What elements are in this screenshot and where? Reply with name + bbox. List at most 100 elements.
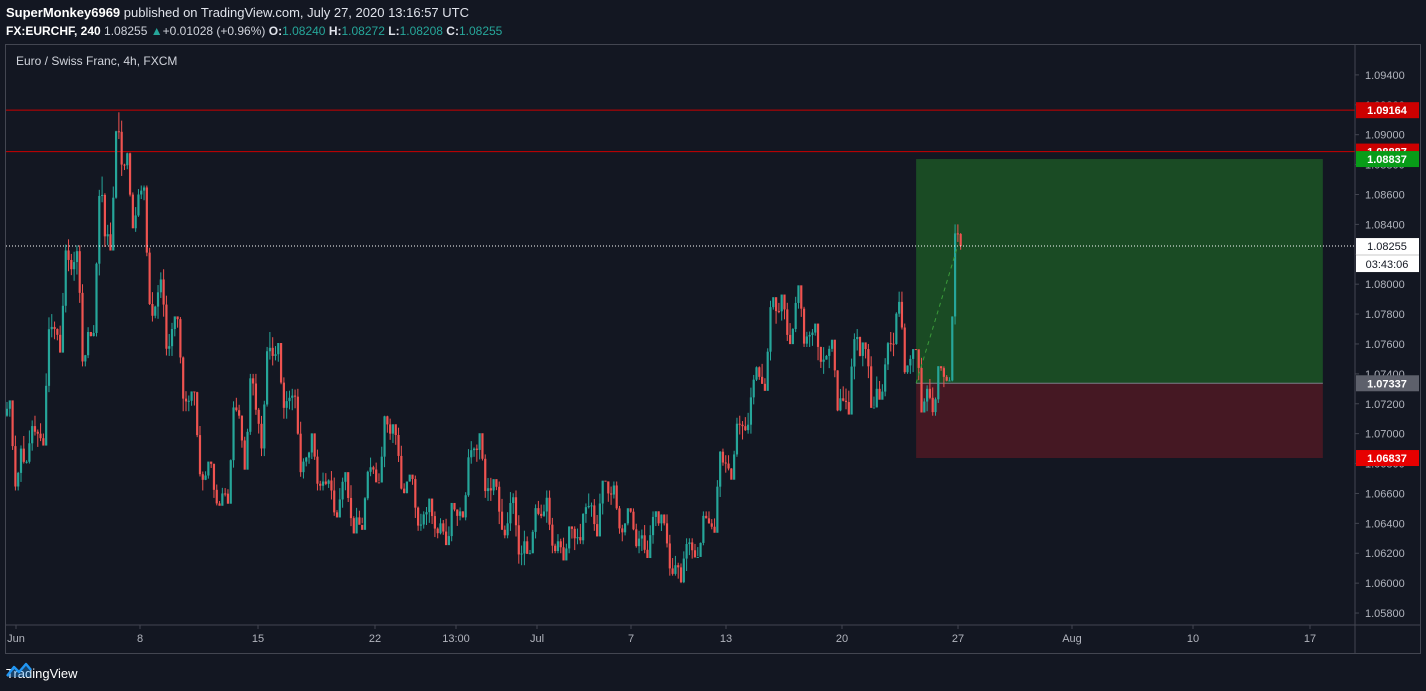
candle [604, 480, 607, 482]
chart-header: SuperMonkey6969 published on TradingView… [6, 4, 1426, 44]
candle [663, 514, 666, 526]
candle [335, 510, 339, 518]
candle [612, 481, 615, 499]
candle [531, 529, 534, 554]
candle [389, 418, 392, 440]
position-tool[interactable] [916, 159, 1323, 459]
horizontal-lines[interactable] [6, 109, 1355, 153]
candle [752, 374, 755, 405]
stop-zone[interactable] [916, 383, 1323, 459]
candle [453, 502, 456, 512]
candle [939, 366, 943, 371]
candle [842, 386, 845, 402]
candle [884, 358, 887, 397]
price-tick-label: 1.05800 [1365, 608, 1405, 620]
candle [425, 506, 428, 526]
candle [198, 425, 202, 477]
candle [67, 239, 70, 272]
high-label: H: [328, 24, 342, 38]
candle [761, 363, 764, 384]
time-axis[interactable]: Jun 8 15 22 13:00 Jul 7 13 20 27 Aug 10 17 [7, 625, 1316, 645]
candle [601, 480, 604, 515]
candle [833, 339, 836, 378]
target-zone[interactable] [916, 159, 1323, 384]
candle [685, 538, 688, 572]
candle [562, 537, 565, 561]
candle [14, 435, 17, 491]
candle [352, 516, 355, 534]
candle [42, 433, 45, 446]
candle [422, 511, 425, 529]
candle [475, 444, 478, 462]
candle [702, 511, 705, 546]
candle [791, 328, 794, 345]
candle [89, 331, 93, 337]
price-tick-label: 1.07000 [1365, 429, 1405, 441]
price-chart[interactable]: Euro / Swiss Franc, 4h, FXCM 1.09400 1.09… [6, 45, 1420, 653]
candle [87, 327, 90, 359]
candle [853, 333, 856, 380]
candle [554, 543, 557, 554]
candle [534, 504, 537, 539]
candle [878, 380, 881, 400]
candle [444, 518, 448, 546]
candle [847, 390, 850, 415]
price-tick-label: 1.08600 [1365, 189, 1405, 201]
candle [870, 356, 873, 408]
candle [478, 433, 481, 460]
chart-title: Euro / Swiss Franc, 4h, FXCM [16, 54, 177, 68]
candle [201, 471, 204, 491]
candle [344, 472, 347, 491]
candle [699, 542, 702, 557]
candle [196, 391, 199, 438]
candle [570, 526, 574, 539]
candle [900, 291, 904, 330]
candle [8, 400, 11, 417]
candle [735, 417, 739, 457]
candle [439, 518, 442, 535]
candle [551, 517, 554, 554]
price-tick-label: 1.07600 [1365, 339, 1405, 351]
candle [433, 511, 436, 538]
price-tick-label: 1.07200 [1365, 399, 1405, 411]
candle [305, 456, 308, 467]
candle [582, 513, 585, 545]
tradingview-brand[interactable]: TradingView [6, 665, 78, 681]
candle [649, 525, 652, 559]
svg-text:1.06837: 1.06837 [1367, 453, 1407, 465]
candle [710, 519, 713, 530]
time-tick-label: 15 [252, 633, 264, 645]
candle [302, 458, 305, 479]
candle [800, 285, 803, 317]
candle [679, 563, 683, 584]
candle [945, 375, 948, 382]
candle [886, 342, 890, 371]
candle [226, 489, 230, 504]
candle [953, 224, 957, 325]
tradingview-logo-icon[interactable] [6, 662, 32, 678]
candle [713, 518, 716, 533]
publish-info: SuperMonkey6969 published on TradingView… [6, 4, 1426, 22]
candle [431, 498, 434, 525]
author-name[interactable]: SuperMonkey6969 [6, 5, 121, 20]
candle [324, 473, 327, 486]
candle [282, 377, 285, 419]
candle [73, 251, 76, 281]
price-tick-label: 1.06600 [1365, 488, 1405, 500]
candle [271, 337, 274, 366]
price-tick-label: 1.06000 [1365, 578, 1405, 590]
svg-text:1.08837: 1.08837 [1367, 154, 1407, 166]
time-tick-label: Jul [530, 633, 544, 645]
time-tick-label: 27 [952, 633, 964, 645]
candle [470, 441, 473, 464]
candle [106, 224, 109, 246]
candle [587, 493, 590, 509]
candle [400, 445, 403, 490]
candle [749, 387, 753, 434]
candle [858, 336, 862, 357]
candle [537, 500, 540, 516]
candle [959, 233, 962, 250]
chart-container[interactable]: Euro / Swiss Franc, 4h, FXCM 1.09400 1.09… [5, 44, 1421, 654]
candle [892, 332, 895, 357]
symbol-label[interactable]: FX:EURCHF, 240 [6, 24, 101, 38]
